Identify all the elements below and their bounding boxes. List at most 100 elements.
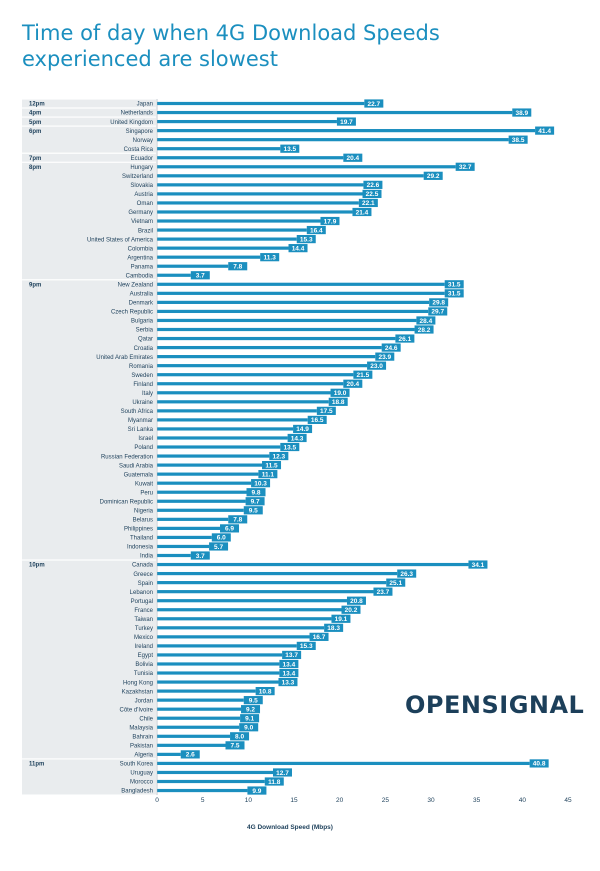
- value-label: 32.7: [459, 164, 472, 171]
- value-label: 23.0: [370, 363, 383, 370]
- bar: [157, 544, 210, 549]
- value-label-box: [324, 623, 344, 632]
- country-label: Portugal: [131, 599, 153, 605]
- value-label: 16.4: [310, 227, 323, 234]
- value-label-box: [296, 641, 316, 650]
- x-tick-label: 40: [519, 797, 527, 804]
- country-label: Singapore: [126, 129, 154, 135]
- country-label: South Africa: [121, 409, 154, 415]
- value-label: 21.4: [356, 209, 369, 216]
- value-label-box: [240, 714, 260, 723]
- country-label: Lebanon: [130, 590, 153, 596]
- country-label: Ecuador: [131, 156, 153, 162]
- value-label: 29.8: [432, 300, 445, 307]
- bar: [157, 653, 283, 657]
- value-label: 9.9: [252, 788, 261, 795]
- value-label: 14.3: [291, 435, 304, 442]
- value-label: 19.7: [340, 119, 353, 126]
- country-label: New Zealand: [118, 283, 153, 289]
- value-label: 21.5: [357, 372, 370, 379]
- chart-title: Time of day when 4G Download Speeds expe…: [22, 20, 582, 72]
- country-label: Mexico: [134, 635, 154, 641]
- value-label-box: [211, 533, 231, 542]
- value-label: 19.1: [335, 616, 348, 623]
- value-label: 15.3: [300, 236, 313, 243]
- bar: [157, 147, 281, 151]
- value-label: 3.7: [196, 273, 205, 280]
- country-label: Hong Kong: [123, 680, 153, 686]
- value-label-box: [386, 578, 406, 587]
- country-label: Malaysia: [129, 725, 153, 731]
- value-label: 19.0: [334, 390, 347, 397]
- bar: [157, 599, 347, 603]
- value-label: 6.0: [217, 535, 226, 542]
- bar: [157, 707, 242, 711]
- bar: [157, 228, 307, 232]
- value-label-box: [375, 352, 395, 361]
- value-label-box: [255, 687, 275, 696]
- country-label: Australia: [130, 292, 154, 298]
- country-label: Chile: [139, 716, 153, 722]
- country-label: Austria: [134, 192, 153, 198]
- value-label-box: [429, 298, 449, 307]
- bar: [157, 201, 359, 205]
- country-label: Greece: [133, 572, 153, 578]
- x-tick-label: 30: [427, 797, 435, 804]
- value-label: 13.5: [283, 146, 296, 153]
- value-label-box: [247, 786, 267, 795]
- value-label: 11.1: [262, 471, 275, 478]
- country-label: Bangladesh: [121, 789, 153, 795]
- bar: [157, 129, 536, 133]
- value-label: 14.9: [296, 426, 309, 433]
- country-label: Algeria: [134, 753, 153, 759]
- country-label: Saudi Arabia: [119, 463, 154, 469]
- value-label: 41.4: [538, 128, 551, 135]
- bar: [157, 590, 374, 594]
- value-label-box: [468, 560, 488, 569]
- value-label-box: [455, 162, 475, 171]
- bar: [157, 662, 280, 666]
- country-label: Poland: [134, 445, 153, 451]
- bar: [157, 165, 456, 169]
- value-label-box: [364, 99, 384, 108]
- bar: [157, 725, 240, 729]
- bar: [157, 409, 317, 413]
- value-label: 31.5: [448, 291, 461, 298]
- country-label: Oman: [137, 201, 153, 207]
- country-label: Russian Federation: [101, 454, 153, 460]
- bar: [157, 761, 530, 766]
- value-label-box: [228, 515, 248, 524]
- value-label: 13.3: [282, 679, 295, 686]
- bar: [157, 156, 344, 160]
- x-tick-label: 20: [336, 797, 344, 804]
- value-label: 24.6: [385, 345, 398, 352]
- value-label-box: [352, 207, 372, 217]
- value-label-box: [343, 379, 363, 388]
- country-label: Sweden: [131, 373, 153, 379]
- value-label-box: [293, 424, 313, 434]
- value-label-box: [246, 488, 266, 497]
- value-label: 20.2: [345, 607, 358, 614]
- bar: [157, 562, 469, 567]
- time-band: [22, 117, 156, 126]
- country-label: Peru: [140, 490, 153, 496]
- x-tick-label: 25: [382, 797, 390, 804]
- country-label: Thailand: [130, 536, 153, 542]
- country-label: United Arab Emirates: [96, 355, 153, 361]
- x-tick-label: 45: [564, 797, 572, 804]
- value-label: 34.1: [472, 562, 485, 569]
- bar: [157, 581, 387, 585]
- value-label-box: [331, 614, 351, 623]
- bar: [157, 336, 396, 341]
- time-band: [22, 153, 156, 162]
- bar: [157, 119, 337, 124]
- bar: [157, 318, 417, 323]
- value-label: 9.2: [246, 706, 255, 713]
- bar: [157, 427, 294, 431]
- bar: [157, 291, 445, 295]
- country-label: Egypt: [138, 653, 154, 659]
- value-label-box: [346, 596, 366, 605]
- value-label: 11.5: [265, 462, 278, 469]
- value-label: 22.1: [362, 200, 375, 207]
- value-label-box: [269, 451, 289, 461]
